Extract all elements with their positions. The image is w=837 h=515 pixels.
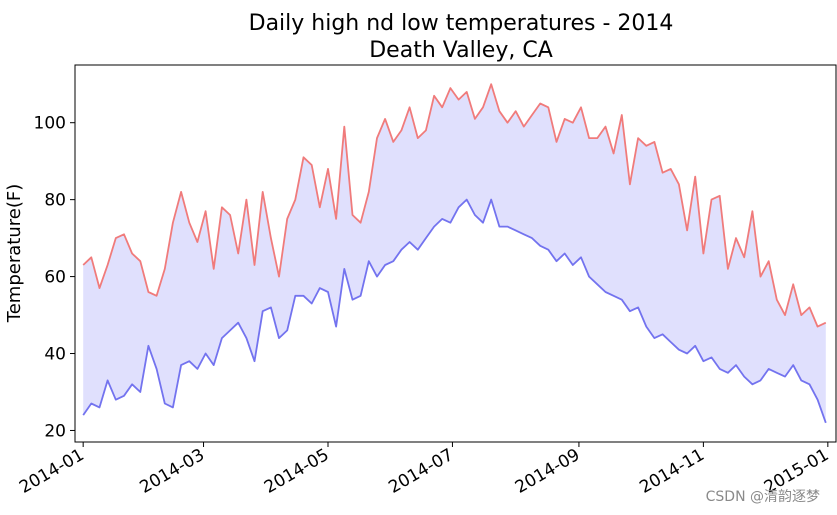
y-tick-label: 20 [44,421,66,441]
y-tick-label: 40 [44,345,66,365]
chart-title-line-1: Daily high nd low temperatures - 2014 [249,11,674,36]
watermark: CSDN @清韵逐梦 [706,489,820,505]
fill-between-area [83,84,826,423]
plot-frame [74,64,837,443]
y-tick-label: 80 [44,191,66,211]
x-tick-label: 2014-05 [261,445,333,498]
y-axis-label: Temperature(F) [4,184,25,323]
x-tick-label: 2014-07 [385,445,457,498]
x-tick-label: 2014-09 [512,445,584,498]
y-tick-label: 100 [34,114,66,134]
chart-title-line-2: Death Valley, CA [369,38,553,63]
y-tick-label: 60 [44,268,66,288]
x-tick-label: 2014-01 [16,445,88,498]
low-temperature-line [82,198,827,424]
x-tick-label: 2014-03 [137,445,209,498]
x-tick-label: 2014-11 [636,445,708,498]
high-temperature-line [82,83,827,328]
y-axis-ticks: 20 40 60 80 100 [34,114,75,441]
high-low-fill-area [83,84,826,423]
series-lines [82,83,827,424]
